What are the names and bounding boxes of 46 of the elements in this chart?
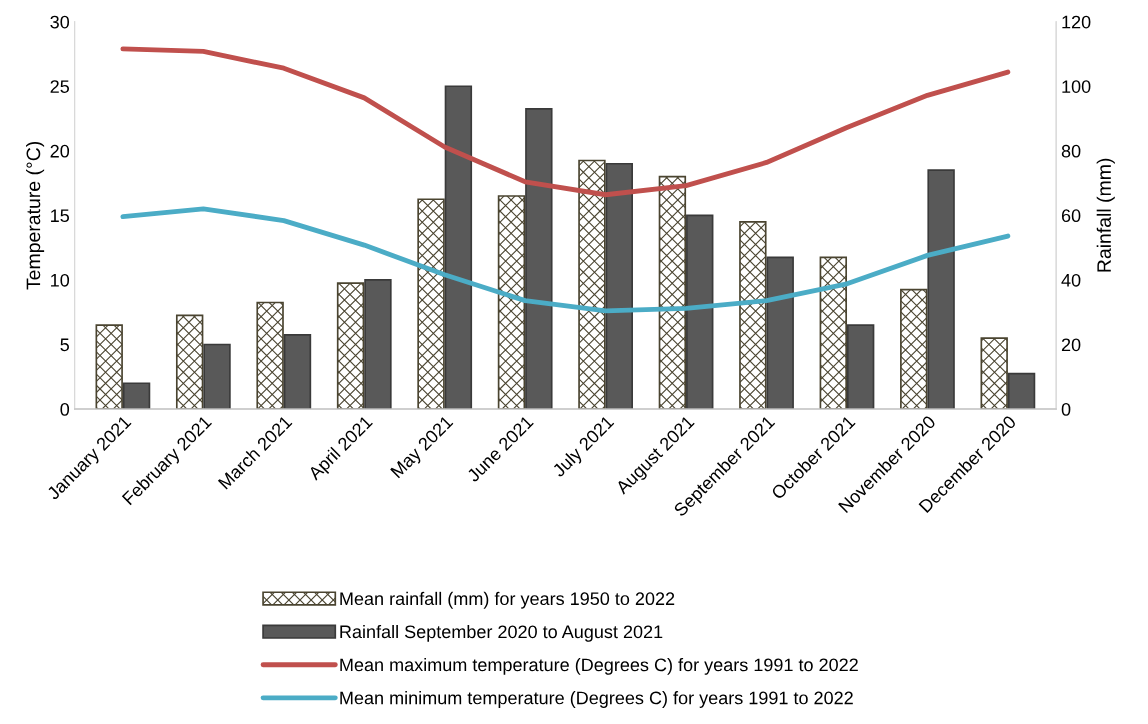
bar [497, 195, 526, 410]
y-tick-label: 10 [51, 273, 70, 287]
bar [336, 282, 365, 410]
bar [658, 175, 687, 410]
y-tick-label: 20 [50, 144, 70, 158]
bar [846, 324, 875, 410]
bar [578, 159, 606, 410]
bar [525, 108, 553, 410]
y2-tick-label: 120 [1062, 15, 1091, 29]
y2-axis-title: Rainfall (mm) [1096, 158, 1115, 272]
y2-tick-label: 60 [1061, 209, 1081, 223]
legend-label: Mean maximum temperature (Degrees C) for years 1991 to 2022 [340, 657, 858, 675]
y-tick-label: 30 [50, 15, 70, 29]
legend-label: Mean minimum temperature (Degrees C) for years 1991 to 2022 [340, 691, 853, 708]
legend-label: Rainfall September 2020 to August 2021 [340, 624, 663, 642]
legend-label: Mean rainfall (mm) for years 1950 to 2022 [340, 591, 675, 609]
bar [122, 382, 151, 410]
bar [900, 288, 928, 410]
bar [1007, 372, 1036, 410]
line-series [120, 46, 1011, 198]
y2-tick-label: 0 [1061, 402, 1071, 416]
bar [819, 256, 848, 410]
y-axis-title: Temperature (°C) [26, 141, 45, 290]
bar [444, 85, 473, 410]
bar [739, 221, 767, 410]
bar [95, 324, 123, 410]
bar [175, 314, 204, 410]
y2-tick-label: 100 [1062, 80, 1091, 93]
y2-tick-label: 20 [1061, 338, 1081, 352]
y-tick-label: 5 [60, 338, 69, 352]
bar [686, 214, 714, 410]
bar [364, 279, 392, 410]
bar [766, 256, 794, 410]
line-series [120, 206, 1011, 314]
bar [256, 301, 284, 410]
y-tick-label: 25 [50, 80, 69, 93]
bar [927, 169, 955, 410]
bar [283, 333, 312, 410]
y-tick-label: 15 [51, 209, 69, 223]
bar [203, 343, 231, 410]
bar [417, 198, 445, 410]
bar [980, 337, 1008, 410]
bar [605, 162, 634, 410]
y2-tick-label: 80 [1061, 144, 1081, 158]
y-tick-label: 0 [60, 402, 70, 416]
y2-tick-label: 40 [1061, 273, 1081, 287]
